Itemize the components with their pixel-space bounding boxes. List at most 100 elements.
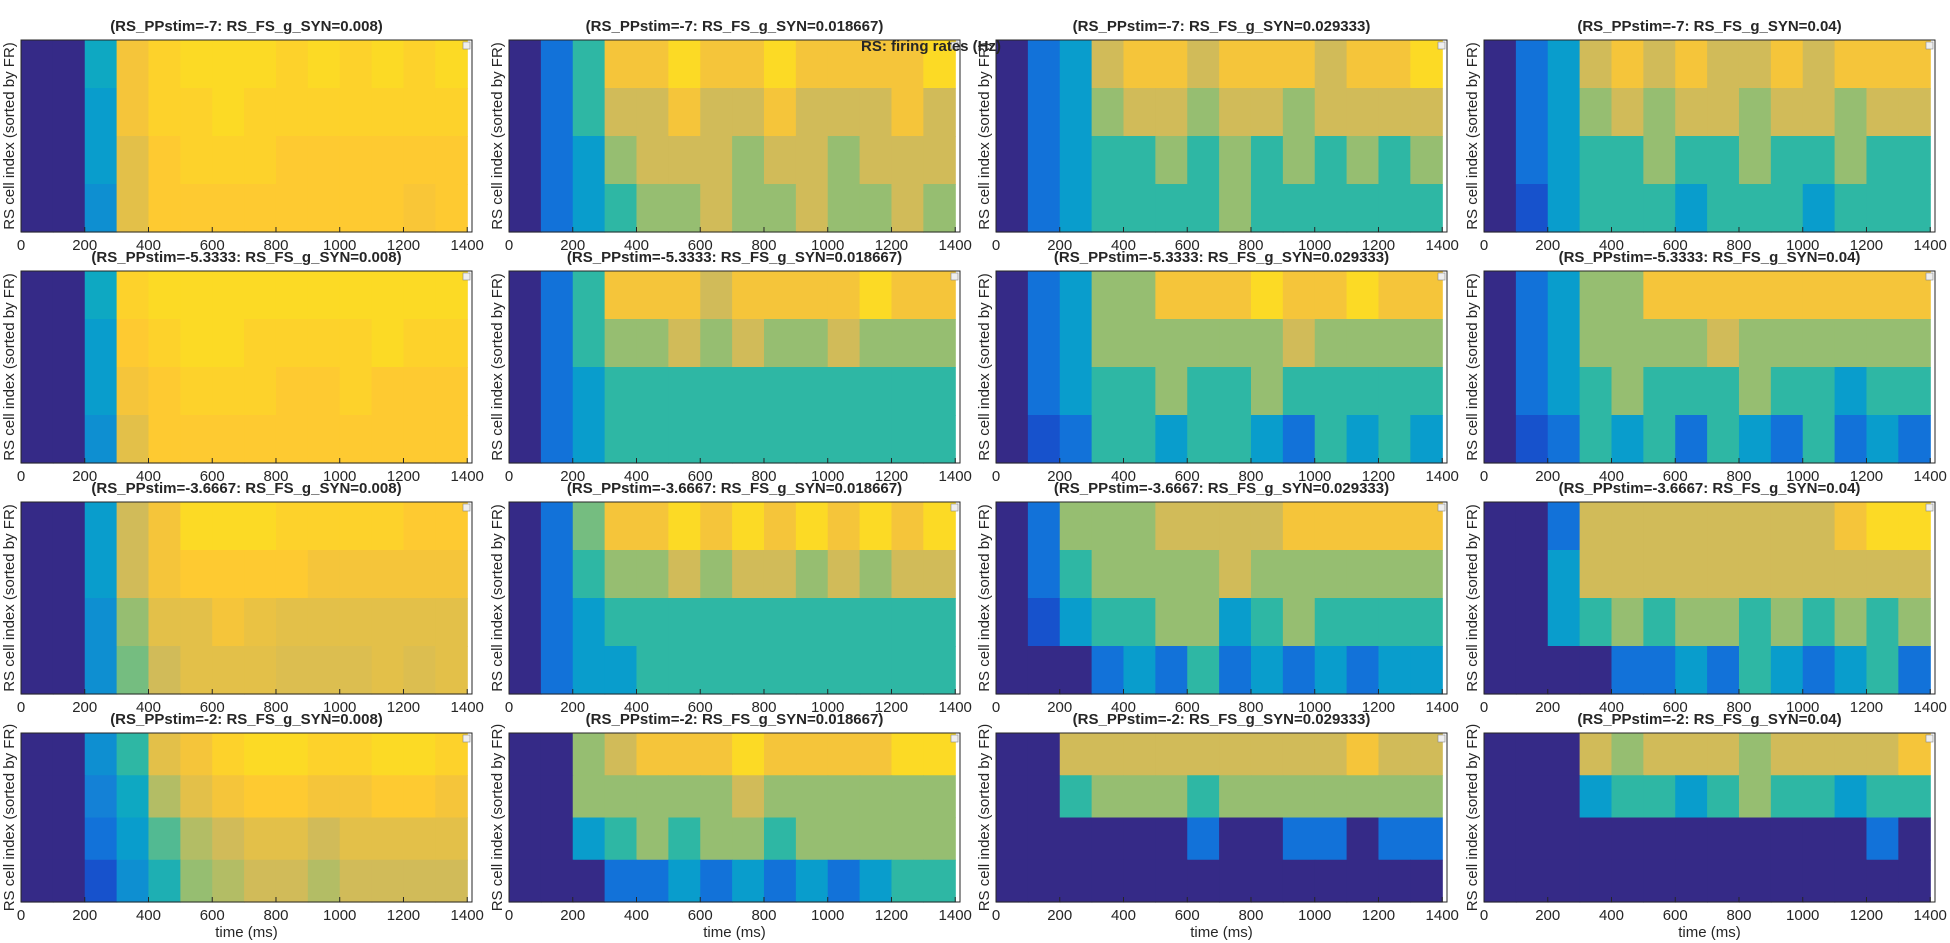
heat-cell [1675,40,1708,89]
heat-cell [1250,646,1284,695]
heat-cell [1027,550,1061,599]
heat-cell [1707,859,1740,903]
heat-cell [307,319,341,368]
plot-frame [995,501,1448,695]
heat-cell [244,88,277,137]
heat-cell [275,415,309,464]
heat-cell [636,598,669,647]
heat-cell [435,817,468,861]
heat-cell [1675,817,1708,861]
heat-cell [244,184,277,233]
heat-cell [212,598,245,647]
heat-cell [572,502,606,551]
heat-cell [996,550,1029,599]
x-tick-label: 0 [17,468,25,485]
heat-cell [1515,550,1549,599]
heat-cell [1155,367,1188,416]
heat-cell [604,550,638,599]
heat-cell [923,817,956,861]
heat-cell [1282,550,1316,599]
heat-cell [1770,733,1804,776]
heat-cell [636,817,669,861]
heat-cell [668,88,701,137]
heat-cell [763,184,797,233]
heat-cell [1484,817,1517,861]
heat-cell [371,367,405,416]
heat-cell [148,817,181,861]
heat-cell [795,319,829,368]
panel: 0 200 400 600 800 1000 1200 1400 (RS_PPstim=-2: … [1464,711,1947,941]
panel: 0 200 400 600 800 1000 1200 1400 (RS_PPstim=-5.3… [1464,249,1947,485]
heat-cell [636,502,669,551]
heat-cell [307,184,341,233]
x-tick-label: 1200 [1850,468,1883,485]
heat-cell [1282,817,1316,861]
heat-cell [1027,775,1061,819]
heat-cell [1898,733,1931,776]
heat-cell [1515,136,1549,185]
heat-cell [1579,319,1613,368]
heat-cell [1219,733,1252,776]
heat-cell [275,859,309,903]
heat-cell [212,859,245,903]
heat-cell [1515,415,1549,464]
x-tick-label: 0 [505,237,513,254]
heat-cell [1378,859,1411,903]
heat-cell [21,271,54,320]
plot-frame [508,39,961,233]
x-tick-label: 600 [688,699,713,716]
heat-cell [1027,646,1061,695]
heat-cell [1611,319,1644,368]
heat-cell [1643,502,1676,551]
heat-cell [1770,859,1804,903]
x-tick-label: 400 [1111,699,1136,716]
corner-icon [950,734,959,743]
panel: 0 200 400 600 800 1000 1200 1400 (RS_PPstim=-3.6… [976,480,1459,716]
heat-cell [116,415,150,464]
heat-cell [21,319,54,368]
heat-cell [1579,598,1613,647]
heat-cell [1643,817,1676,861]
x-tick-label: 1200 [387,907,420,924]
heat-cell [1187,775,1220,819]
heat-cell [1547,775,1581,819]
heat-cell [1611,646,1644,695]
heat-cell [212,40,245,89]
heat-cell [1155,817,1188,861]
heat-cell [1866,271,1899,320]
heat-cell [540,415,574,464]
heat-cell [21,184,54,233]
heat-cell [1611,415,1644,464]
heat-cell [923,136,956,185]
heat-cell [1643,775,1676,819]
heat-cell [180,367,213,416]
x-tick-label: 1400 [451,237,484,254]
heat-cell [403,598,436,647]
heat-cell [435,136,468,185]
heat-cell [509,40,542,89]
heat-cell [1282,271,1316,320]
heat-cell [1346,550,1380,599]
x-tick-label: 800 [751,468,776,485]
heat-cell [1219,502,1252,551]
heat-cell [763,775,797,819]
heat-cell [1579,88,1613,137]
heat-cell [435,319,468,368]
heat-cell [1898,646,1931,695]
heat-cell [891,550,924,599]
heat-cell [148,40,181,89]
heat-cell [1611,733,1644,776]
panel-title: (RS_PPstim=-7: RS_FS_g_SYN=0.04) [1577,18,1841,35]
heat-cell [509,859,542,903]
heat-cell [1027,184,1061,233]
x-tick-label: 1200 [1362,699,1395,716]
heat-cell [1738,136,1772,185]
heat-cell [1611,40,1644,89]
plot-frame [1483,39,1936,233]
x-tick-label: 800 [1238,699,1263,716]
heat-cell [212,415,245,464]
heat-cell [1484,367,1517,416]
heat-cell [148,733,181,776]
plot-frame [995,732,1448,903]
heat-cell [1059,319,1093,368]
